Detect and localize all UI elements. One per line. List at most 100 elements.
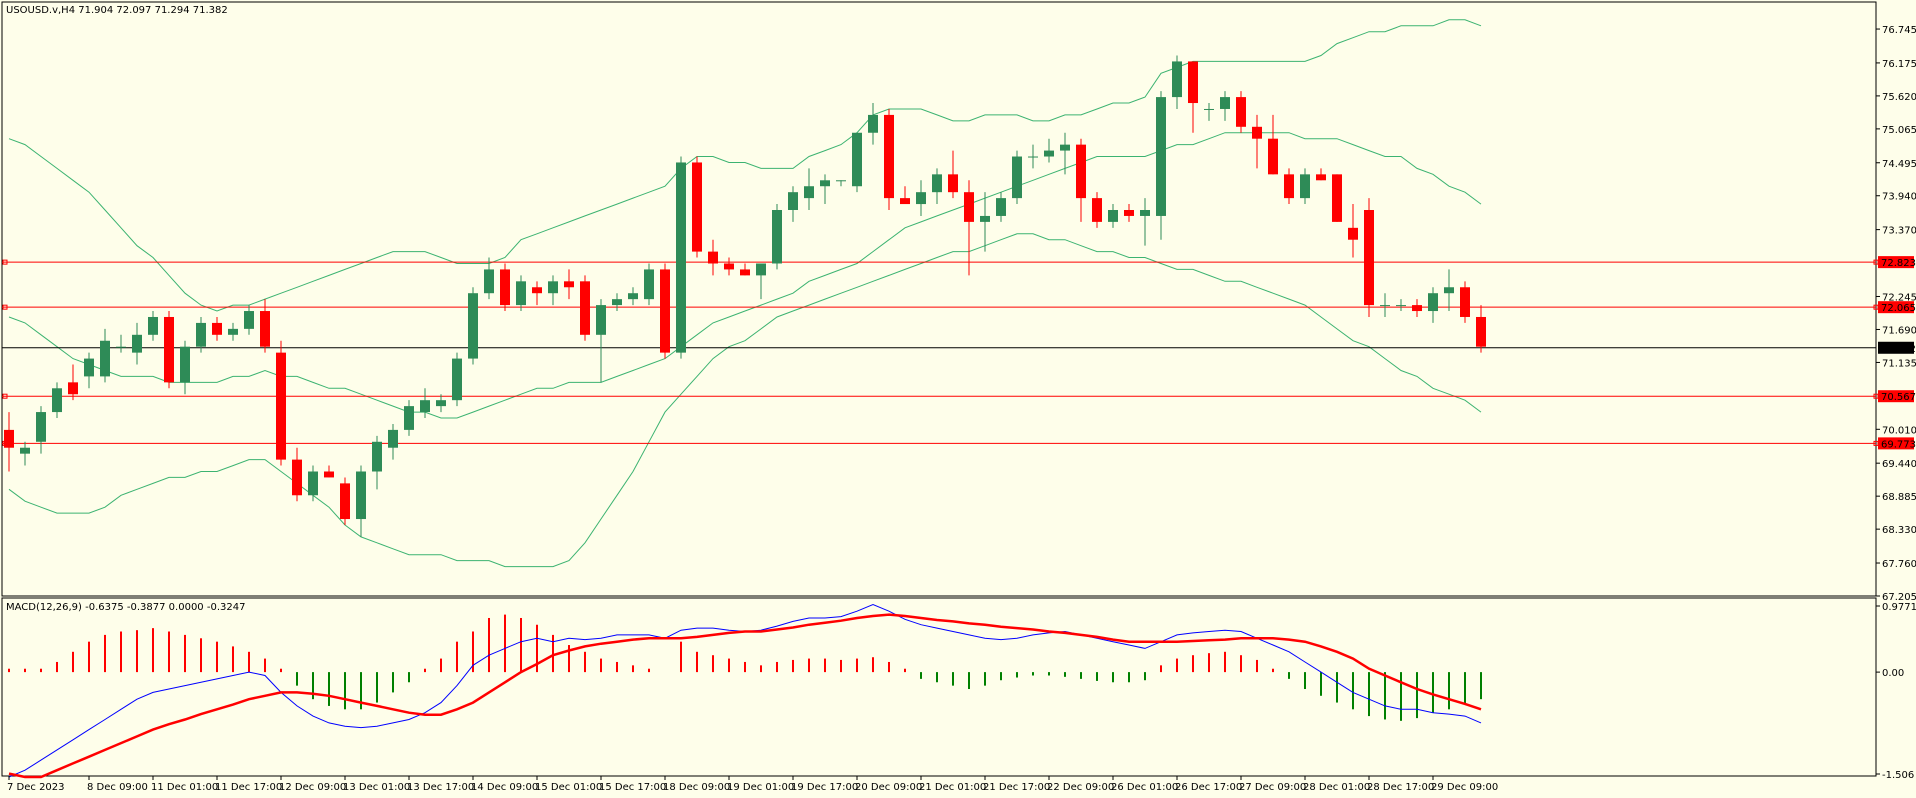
candle-body	[916, 192, 926, 205]
candle-body	[36, 412, 46, 442]
candle-body	[420, 400, 430, 413]
candle-body	[276, 352, 286, 460]
candle-body	[4, 429, 14, 448]
level-marker	[2, 393, 8, 399]
time-tick-label: 18 Dec 09:00	[663, 782, 730, 793]
candle-body	[1140, 210, 1150, 216]
candle-body	[900, 198, 910, 205]
level-tag-label: 70.567	[1881, 392, 1916, 403]
candle-body	[1412, 305, 1422, 312]
price-tick-label: 71.690	[1882, 325, 1916, 336]
candle-body	[20, 447, 30, 454]
price-tick-label: 68.885	[1882, 492, 1916, 503]
level-tag	[1878, 390, 1914, 403]
candle-body	[356, 471, 366, 520]
candle-body	[68, 382, 78, 395]
price-tick-label: 67.205	[1882, 592, 1916, 603]
candle-body	[1108, 210, 1118, 222]
bollinger-middle-line	[8, 132, 1482, 419]
time-tick-label: 11 Dec 17:00	[215, 782, 282, 793]
candle-body	[1204, 108, 1214, 110]
candle-body	[1076, 144, 1086, 199]
candle-body	[1268, 138, 1278, 175]
macd-panel-frame	[1, 597, 1877, 777]
candle-body	[820, 180, 830, 187]
candle-body	[52, 388, 62, 413]
candle-body	[148, 316, 158, 335]
current-price-label: 71.382	[1881, 344, 1916, 355]
candle-body	[836, 180, 846, 182]
price-tick-label: 68.330	[1882, 525, 1916, 536]
candle-body	[1092, 198, 1102, 222]
price-tick-label: 76.745	[1882, 25, 1916, 36]
candle-body	[228, 328, 238, 335]
candle-body	[532, 287, 542, 294]
time-tick-label: 15 Dec 17:00	[599, 782, 666, 793]
candle-body	[308, 471, 318, 496]
time-tick-label: 11 Dec 01:00	[151, 782, 218, 793]
candle-body	[1044, 150, 1054, 157]
time-tick-label: 15 Dec 01:00	[535, 782, 602, 793]
candle-body	[1428, 293, 1438, 312]
candle-body	[484, 269, 494, 294]
candle-body	[708, 251, 718, 264]
level-tag	[1878, 301, 1914, 314]
macd-tick-label: 0.9771	[1882, 602, 1916, 613]
candle-body	[244, 311, 254, 329]
level-marker	[2, 304, 8, 310]
candle-body	[452, 358, 462, 401]
candle-body	[324, 471, 334, 478]
current-price-tag	[1878, 341, 1914, 354]
time-tick-label: 22 Dec 09:00	[1047, 782, 1114, 793]
candle-body	[740, 269, 750, 276]
candle-body	[1380, 305, 1390, 307]
candle-body	[644, 269, 654, 300]
price-tick-label: 67.760	[1882, 559, 1916, 570]
time-tick-label: 26 Dec 01:00	[1111, 782, 1178, 793]
candle-body	[692, 162, 702, 252]
candle-body	[1332, 174, 1342, 222]
candle-body	[500, 269, 510, 306]
candle-body	[1300, 174, 1310, 199]
candle-body	[1348, 227, 1358, 240]
price-tick-label: 76.175	[1882, 59, 1916, 70]
candle-body	[516, 281, 526, 306]
candle-body	[1236, 97, 1246, 127]
candle-body	[1444, 287, 1454, 294]
candle-body	[1460, 287, 1470, 317]
time-tick-label: 28 Dec 01:00	[1303, 782, 1370, 793]
candle-body	[756, 263, 766, 276]
price-tick-label: 72.245	[1882, 292, 1916, 303]
time-tick-label: 19 Dec 01:00	[727, 782, 794, 793]
candle-body	[388, 429, 398, 448]
candle-body	[1156, 97, 1166, 216]
price-tick-label: 71.135	[1882, 358, 1916, 369]
candle-body	[164, 316, 174, 383]
candle-body	[628, 293, 638, 300]
axis-layer: 72.823 72.065 70.567 69.773 71.382 76.745 76.1…	[7, 25, 1916, 793]
candle-body	[1476, 316, 1486, 347]
bollinger-lower-line	[8, 233, 1482, 568]
time-tick-label: 8 Dec 09:00	[87, 782, 148, 793]
macd-tick-label: 0.00	[1882, 668, 1904, 679]
candle-body	[1284, 174, 1294, 199]
candle-body	[660, 269, 670, 353]
candle-body	[1172, 61, 1182, 98]
candle-body	[1316, 174, 1326, 181]
time-tick-label: 20 Dec 09:00	[855, 782, 922, 793]
price-tick-label: 74.495	[1882, 159, 1916, 170]
macd-tick-label: -1.506	[1882, 770, 1914, 781]
price-tick-label: 75.620	[1882, 92, 1916, 103]
time-tick-label: 21 Dec 01:00	[919, 782, 986, 793]
time-tick-label: 14 Dec 09:00	[471, 782, 538, 793]
time-tick-label: 13 Dec 01:00	[343, 782, 410, 793]
candle-body	[564, 281, 574, 288]
candle-body	[1364, 210, 1374, 306]
time-tick-label: 27 Dec 09:00	[1239, 782, 1306, 793]
time-tick-label: 19 Dec 17:00	[791, 782, 858, 793]
candle-body	[948, 174, 958, 193]
time-tick-label: 12 Dec 09:00	[279, 782, 346, 793]
candle-body	[372, 441, 382, 472]
